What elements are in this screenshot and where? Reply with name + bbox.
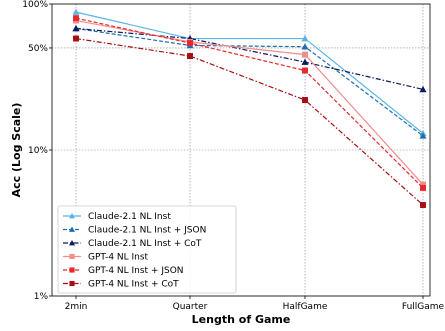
- y-tick-label: 1%: [34, 292, 49, 302]
- data-point: [301, 43, 309, 50]
- series-line: [75, 27, 424, 90]
- legend-item: GPT-4 NL Inst + CoT: [63, 280, 179, 290]
- legend-item: GPT-4 NL Inst: [63, 253, 149, 263]
- legend-label: GPT-4 NL Inst: [88, 253, 149, 263]
- series-4: [73, 17, 426, 188]
- data-point: [72, 24, 80, 32]
- series-6: [73, 35, 426, 208]
- data-point: [73, 35, 79, 42]
- legend-box: [57, 205, 237, 294]
- series-2: [72, 24, 427, 139]
- x-axis-label: Length of Game: [192, 313, 291, 326]
- legend-label: Claude-2.1 NL Inst: [88, 212, 171, 222]
- series-layer: [72, 8, 427, 208]
- data-point: [419, 132, 427, 139]
- series-1: [72, 8, 427, 137]
- legend-item: Claude-2.1 NL Inst + JSON: [63, 226, 206, 236]
- x-tick-label: FullGame: [402, 302, 445, 312]
- data-point: [302, 67, 308, 74]
- legend-item: GPT-4 NL Inst + JSON: [63, 266, 184, 276]
- x-tick-label: Quarter: [173, 302, 208, 312]
- legend-marker: [69, 226, 75, 232]
- legend-item: Claude-2.1 NL Inst + CoT: [63, 239, 202, 249]
- y-axis: 1% 10% 50% 100%: [22, 0, 52, 302]
- data-point: [420, 202, 426, 208]
- x-axis: 2min Quarter HalfGame FullGame: [65, 296, 445, 312]
- data-point: [302, 97, 308, 103]
- y-tick-label: 100%: [22, 0, 48, 10]
- series-line: [75, 27, 424, 137]
- y-tick-label: 10%: [28, 146, 48, 156]
- data-point: [419, 85, 427, 93]
- x-tick-label: 2min: [65, 302, 88, 312]
- data-point: [302, 51, 308, 58]
- legend-item: Claude-2.1 NL Inst: [63, 212, 171, 222]
- data-point: [187, 40, 193, 47]
- data-point: [72, 8, 80, 15]
- legend-marker: [69, 240, 75, 246]
- data-point: [187, 53, 193, 60]
- legend-label: Claude-2.1 NL Inst + CoT: [88, 239, 202, 249]
- legend-marker: [69, 213, 75, 219]
- legend-label: Claude-2.1 NL Inst + JSON: [88, 226, 206, 236]
- data-point: [420, 184, 426, 191]
- series-5: [73, 15, 426, 191]
- series-line: [75, 37, 424, 206]
- legend-label: GPT-4 NL Inst + JSON: [88, 266, 184, 276]
- y-axis-label: Acc (Log Scale): [10, 103, 23, 198]
- legend-label: GPT-4 NL Inst + CoT: [88, 280, 179, 290]
- x-tick-label: HalfGame: [283, 302, 328, 312]
- data-point: [301, 58, 309, 65]
- legend-marker: [69, 253, 75, 260]
- series-line: [75, 17, 424, 189]
- series-line: [75, 11, 424, 134]
- series-3: [72, 24, 427, 93]
- data-point: [420, 181, 426, 188]
- legend-marker: [69, 280, 75, 287]
- data-point: [73, 15, 79, 22]
- y-tick-label: 50%: [28, 44, 48, 54]
- legend-marker: [69, 267, 75, 273]
- data-point: [301, 35, 309, 42]
- legend: Claude-2.1 NL Inst Claude-2.1 NL Inst + J…: [57, 205, 237, 294]
- series-line: [75, 19, 424, 185]
